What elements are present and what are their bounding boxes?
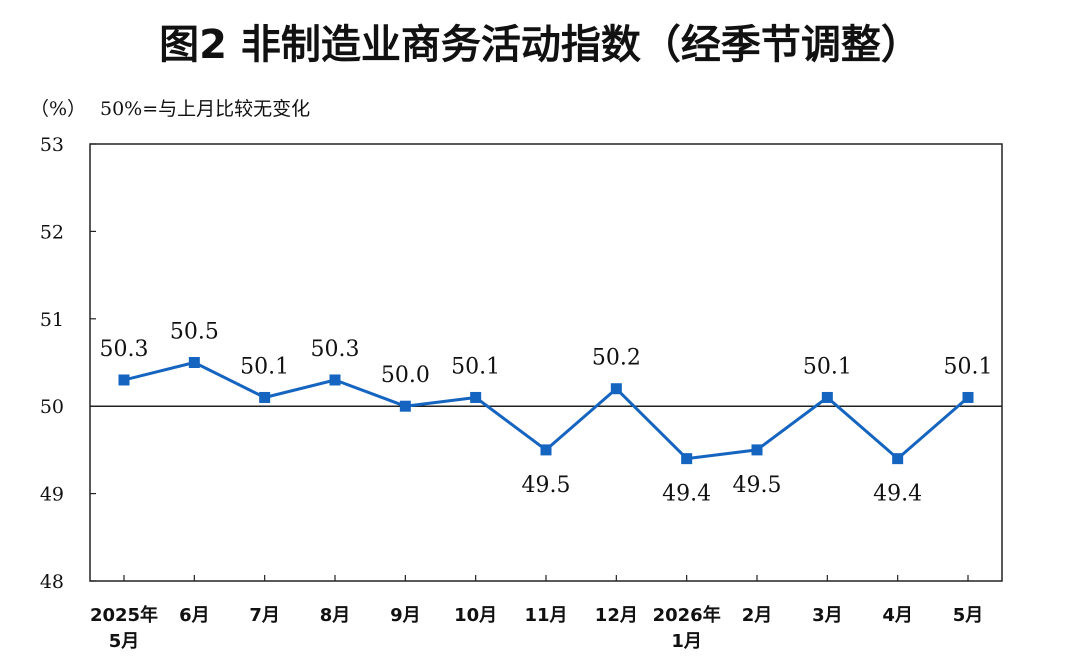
- data-point: [892, 453, 904, 465]
- data-point: [470, 391, 482, 403]
- x-axis: 2025年 5月 6月 7月 8月 9月 10月 11月 12月 2026年 1月 2月 3月 4月 5月: [90, 575, 983, 652]
- x-tick-label: 9月: [390, 605, 421, 626]
- plot-frame: [89, 143, 1003, 582]
- data-point: [399, 400, 411, 412]
- data-point: [610, 383, 622, 395]
- data-label: 49.4: [873, 482, 922, 507]
- y-tick-label: 49: [40, 484, 64, 506]
- data-point: [681, 453, 693, 465]
- y-tick-label: 53: [40, 134, 64, 156]
- y-axis: 48 49 50 51 52 53: [40, 134, 96, 593]
- x-tick-label: 11月: [524, 605, 567, 626]
- data-point: [329, 374, 341, 386]
- x-tick-label: 6月: [179, 605, 210, 626]
- x-tick-label: 10月: [454, 605, 497, 626]
- x-tick-label: 1月: [671, 631, 702, 652]
- data-point: [751, 444, 763, 456]
- x-tick-label: 2025年: [90, 604, 158, 626]
- data-label: 50.1: [240, 354, 289, 379]
- x-tick-label: 5月: [109, 631, 140, 652]
- data-labels: 50.3 50.5 50.1 50.3 50.0 50.1 49.5 50.2 49.4 49.5…: [100, 320, 993, 507]
- data-point: [118, 374, 130, 386]
- data-label: 50.3: [311, 337, 360, 362]
- data-point: [962, 391, 974, 403]
- data-label: 50.2: [592, 346, 641, 371]
- y-tick-label: 52: [40, 221, 64, 243]
- x-tick-label: 2月: [742, 605, 773, 626]
- data-label: 50.1: [944, 354, 993, 379]
- data-label: 50.0: [381, 363, 430, 388]
- unit-note: （%）: [30, 98, 86, 120]
- y-tick-label: 48: [40, 571, 64, 593]
- x-tick-label: 8月: [320, 605, 351, 626]
- x-tick-label: 7月: [249, 605, 280, 626]
- data-label: 50.1: [803, 354, 852, 379]
- series-markers: [118, 357, 974, 465]
- data-label: 49.4: [662, 482, 711, 507]
- y-tick-label: 51: [40, 309, 64, 331]
- x-tick-label: 5月: [953, 605, 984, 626]
- data-point: [188, 357, 200, 368]
- data-label: 50.3: [100, 337, 149, 362]
- reference-note: 50%=与上月比较无变化: [100, 98, 310, 120]
- data-point: [821, 391, 833, 403]
- y-tick-label: 50: [40, 396, 64, 418]
- data-label: 49.5: [522, 473, 571, 498]
- x-tick-label: 12月: [595, 605, 638, 626]
- x-tick-label: 4月: [882, 605, 913, 626]
- data-label: 50.1: [451, 354, 500, 379]
- data-point: [259, 391, 271, 403]
- x-tick-label: 2026年: [653, 604, 721, 626]
- x-tick-label: 3月: [812, 605, 843, 626]
- data-point: [540, 444, 552, 456]
- data-label: 49.5: [733, 473, 782, 498]
- data-label: 50.5: [170, 320, 219, 345]
- chart-title: 图2 非制造业商务活动指数（经季节调整）: [159, 22, 921, 68]
